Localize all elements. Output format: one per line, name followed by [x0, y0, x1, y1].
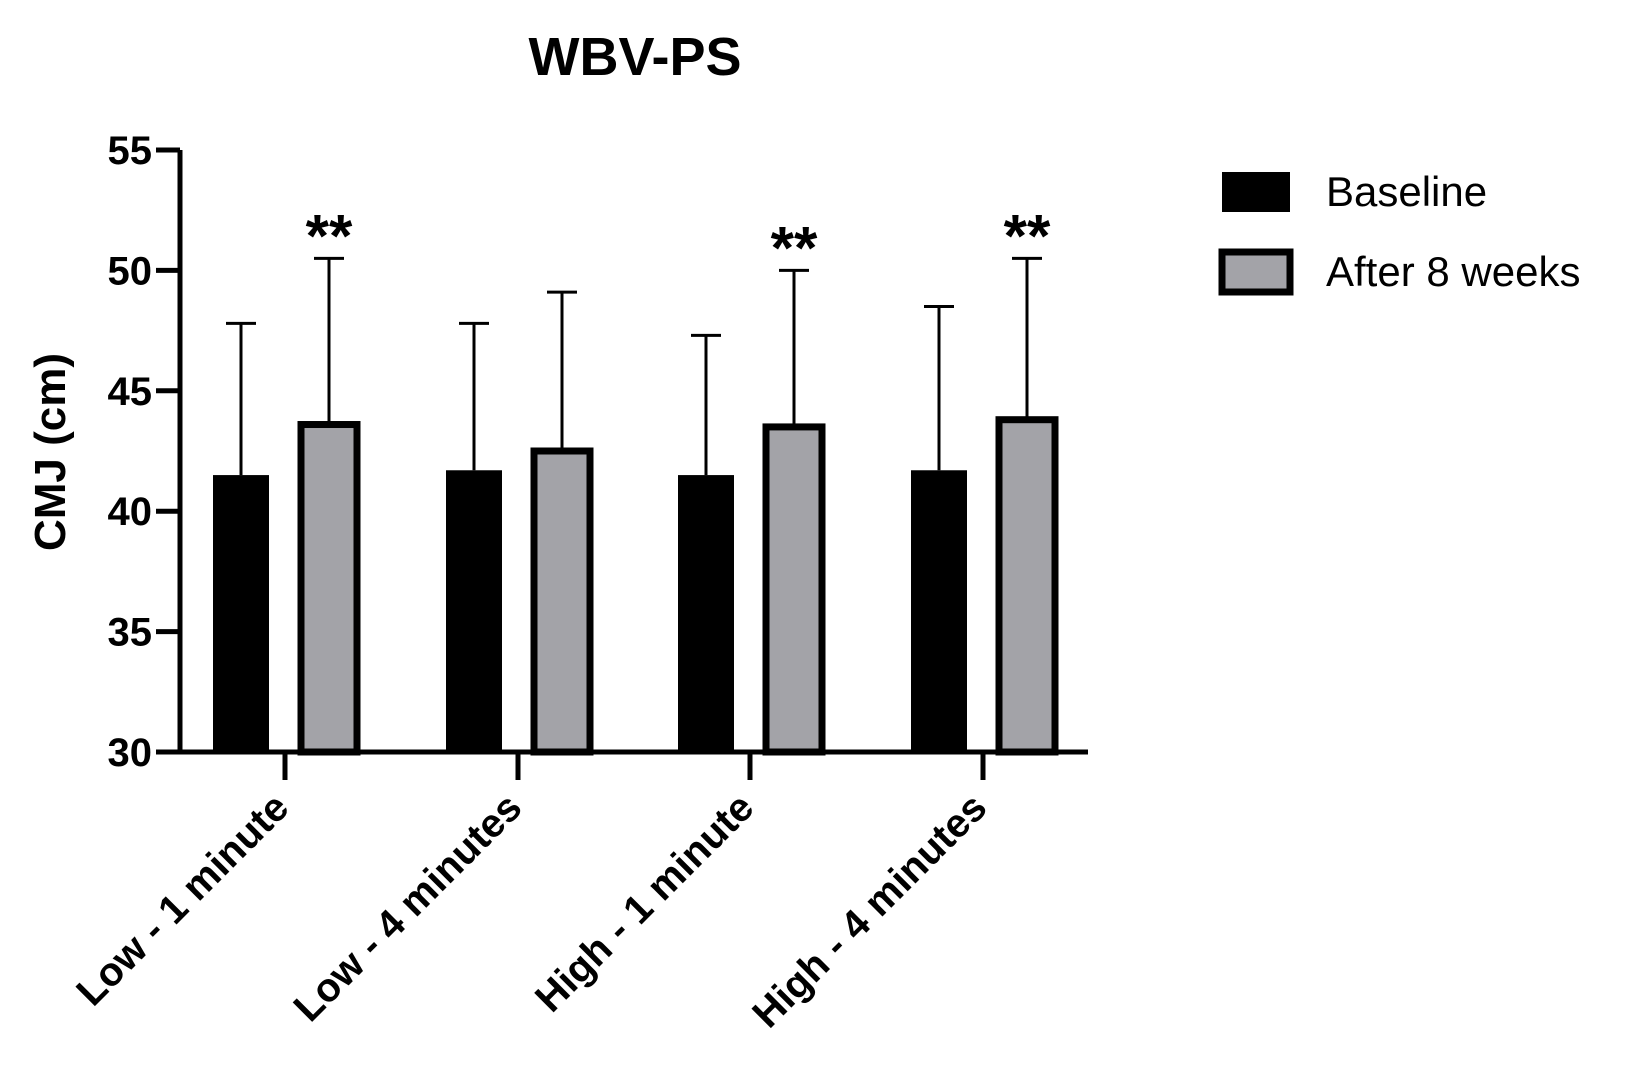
significance-label: **: [306, 202, 353, 269]
chart-title: WBV-PS: [528, 27, 741, 87]
y-tick-label: 30: [108, 731, 153, 775]
bar: [297, 421, 361, 756]
legend-swatch: [1222, 172, 1290, 212]
y-tick-label: 40: [108, 490, 153, 534]
bar: [995, 416, 1059, 756]
bar: [762, 423, 826, 756]
y-axis-label: CMJ (cm): [26, 353, 75, 551]
bar: [678, 475, 734, 752]
x-tick-label: Low - 1 minute: [68, 785, 297, 1014]
y-tick-label: 50: [108, 249, 153, 293]
bar: [530, 447, 594, 756]
x-tick-label: High - 4 minutes: [744, 785, 995, 1036]
bar: [911, 470, 967, 752]
legend-label: Baseline: [1326, 168, 1487, 215]
x-tick-label: Low - 4 minutes: [286, 785, 531, 1030]
y-tick-label: 35: [108, 611, 153, 655]
legend-swatch: [1218, 248, 1294, 296]
legend: Baseline After 8 weeks: [1218, 168, 1580, 296]
bars: ** ** **: [213, 202, 1059, 756]
bar: [446, 470, 502, 752]
significance-label: **: [771, 214, 818, 281]
bar: [213, 475, 269, 752]
legend-label: After 8 weeks: [1326, 248, 1580, 295]
y-tick-label: 45: [108, 370, 153, 414]
y-tick-label: 55: [108, 129, 153, 173]
x-tick-label: High - 1 minute: [527, 785, 762, 1020]
significance-label: **: [1004, 202, 1051, 269]
